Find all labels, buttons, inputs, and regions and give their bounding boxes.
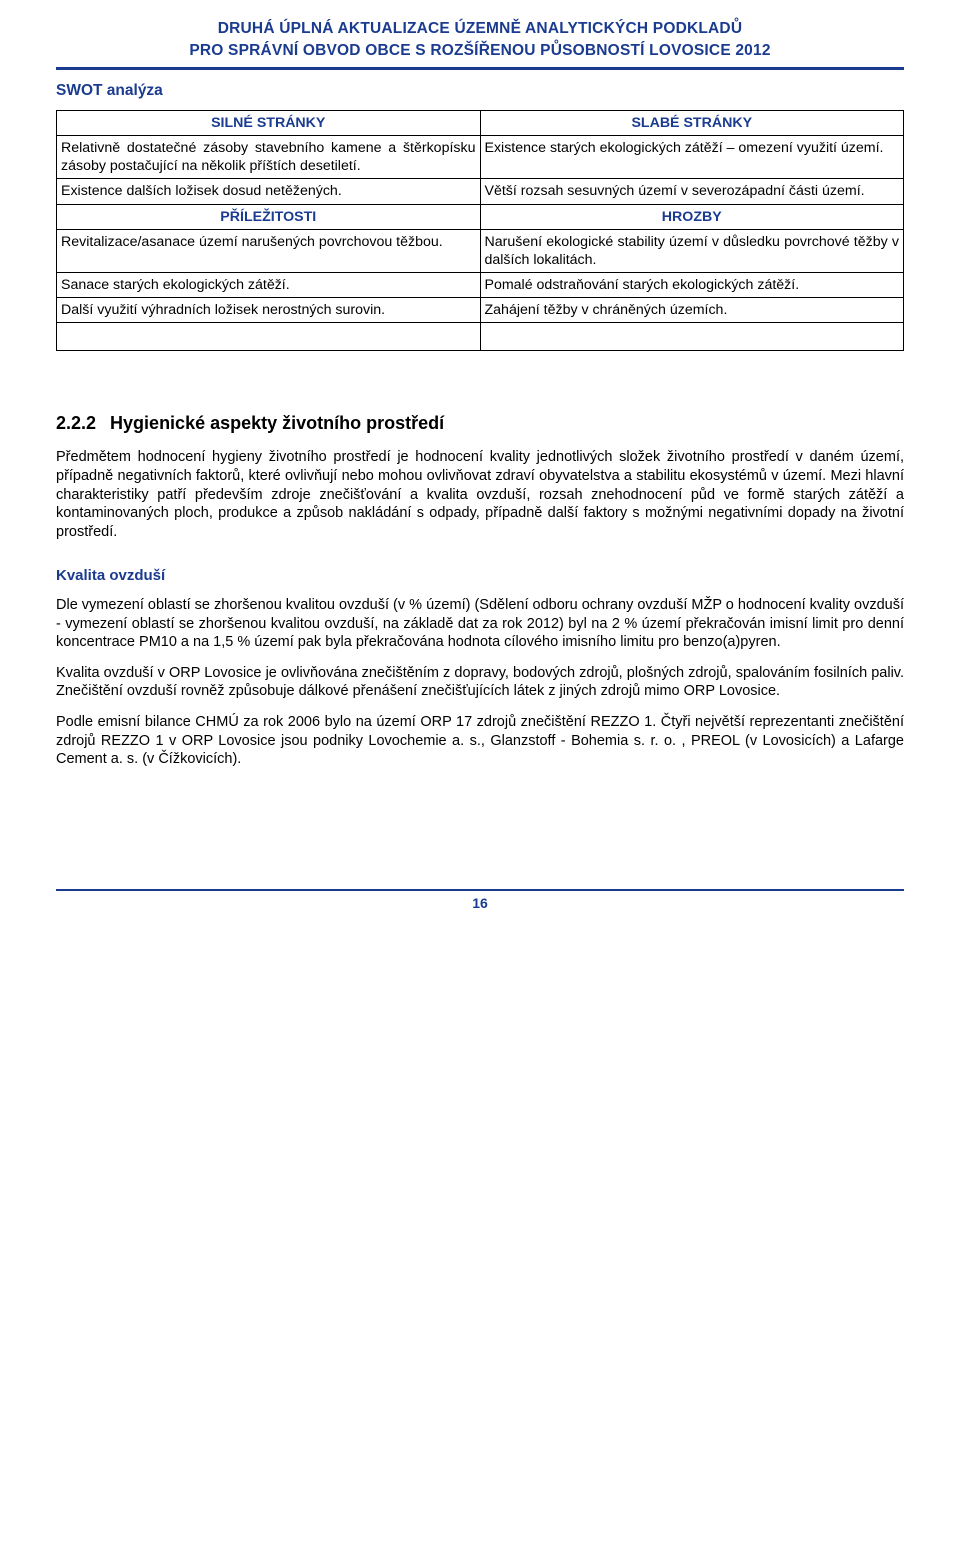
header-line-2: PRO SPRÁVNÍ OBVOD OBCE S ROZŠÍŘENOU PŮSO… [56,40,904,62]
body-paragraph: Kvalita ovzduší v ORP Lovosice je ovlivň… [56,664,904,701]
swot-header-threats: HROZBY [480,204,904,229]
page-footer: 16 [56,889,904,911]
swot-header-weaknesses: SLABÉ STRÁNKY [480,110,904,135]
swot-header-opportunities: PŘÍLEŽITOSTI [57,204,481,229]
subsection-heading: Kvalita ovzduší [56,567,904,584]
swot-cell: Sanace starých ekologických zátěží. [57,273,481,298]
swot-cell: Narušení ekologické stability území v dů… [480,229,904,272]
swot-cell: Zahájení těžby v chráněných územích. [480,298,904,323]
swot-cell: Relativně dostatečné zásoby stavebního k… [57,136,481,179]
swot-cell: Pomalé odstraňování starých ekologických… [480,273,904,298]
body-paragraph: Předmětem hodnocení hygieny životního pr… [56,448,904,541]
swot-header-strengths: SILNÉ STRÁNKY [57,110,481,135]
swot-table: SILNÉ STRÁNKY SLABÉ STRÁNKY Relativně do… [56,110,904,352]
section-number: 2.2.2 [56,413,96,433]
body-paragraph: Dle vymezení oblastí se zhoršenou kvalit… [56,596,904,652]
swot-cell-empty [480,323,904,351]
swot-cell-empty [57,323,481,351]
swot-heading: SWOT analýza [56,82,904,100]
swot-cell: Existence starých ekologických zátěží – … [480,136,904,179]
swot-cell: Existence dalších ložisek dosud netěžený… [57,179,481,204]
footer-rule [56,889,904,891]
swot-cell: Větší rozsah sesuvných území v severozáp… [480,179,904,204]
swot-cell: Další využití výhradních ložisek nerostn… [57,298,481,323]
section-heading: 2.2.2 Hygienické aspekty životního prostř… [56,413,904,434]
body-paragraph: Podle emisní bilance CHMÚ za rok 2006 by… [56,713,904,769]
page-header: DRUHÁ ÚPLNÁ AKTUALIZACE ÚZEMNĚ ANALYTICK… [56,18,904,70]
swot-cell: Revitalizace/asanace území narušených po… [57,229,481,272]
section-title: Hygienické aspekty životního prostředí [110,413,444,433]
page-number: 16 [472,895,488,911]
header-line-1: DRUHÁ ÚPLNÁ AKTUALIZACE ÚZEMNĚ ANALYTICK… [56,18,904,40]
